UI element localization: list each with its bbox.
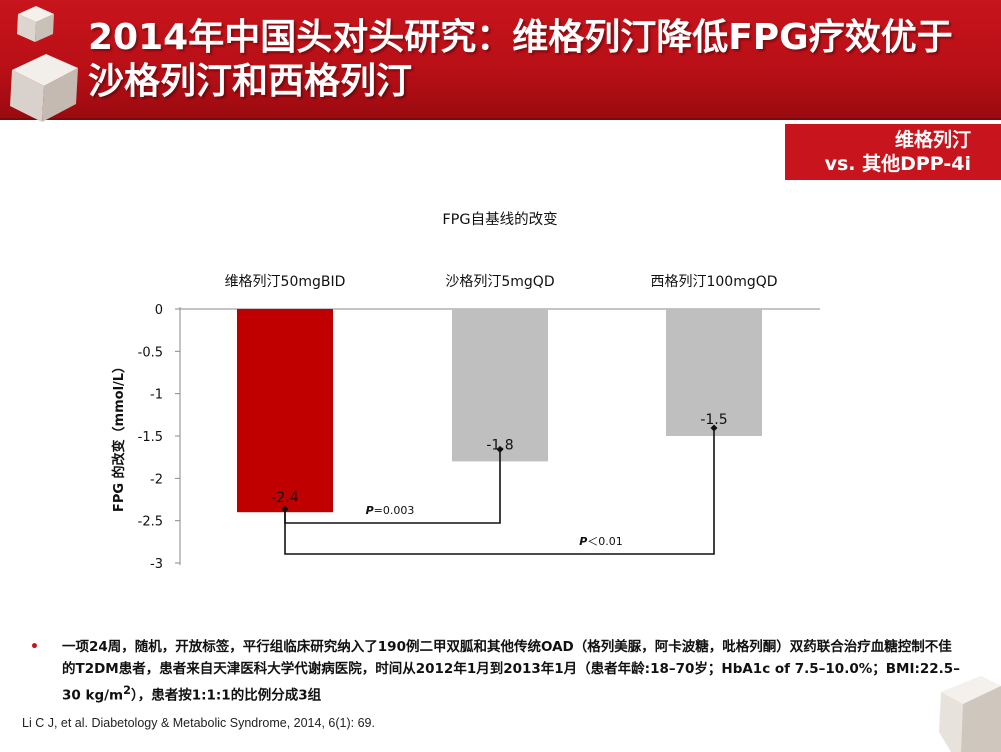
bar [452,309,548,462]
category-label: 西格列汀100mgQD [650,274,777,290]
bar-chart: FPG自基线的改变维格列汀50mgBID 沙格列汀5mgQD 西格列汀100mgQD… [0,190,1001,600]
p-value-label: P＜0.01 [579,535,623,548]
bullet-marker: • [30,639,39,655]
p-value-text: =0.003 [374,504,415,517]
p-value-text: ＜0.01 [587,535,623,548]
value-label: -1.5 [700,412,727,428]
footnote-superscript: 2 [123,684,131,697]
p-symbol: P [579,535,587,548]
p-value-label: P=0.003 [366,504,415,517]
citation: Li C J, et al. Diabetology & Metabolic S… [22,716,375,730]
y-tick-label: -1.5 [138,430,163,445]
bar [237,309,333,513]
header-divider [0,118,1001,120]
header-banner [0,0,1001,118]
cube-decoration-small [17,6,54,42]
tag-line-2: vs. 其他DPP-4i [824,153,971,175]
study-footnote: • 一项24周，随机，开放标签，平行组临床研究纳入了190例二甲双胍和其他传统O… [30,636,962,707]
y-axis-label: FPG 的改变（mmol/L） [111,360,127,512]
y-tick-label: -2.5 [138,515,163,530]
value-label: -1.8 [486,437,513,453]
chart-title: FPG自基线的改变 [442,211,557,228]
page-title: 2014年中国头对头研究：维格列汀降低FPG疗效优于沙格列汀和西格列汀 [88,17,953,102]
y-tick-label: -2 [150,472,163,487]
comparison-bracket [284,428,715,555]
corner-cube-decoration [939,676,1001,752]
bar [666,309,762,436]
cube-decoration-large [10,54,78,122]
footnote-text-1: 一项24周，随机，开放标签，平行组临床研究纳入了190例二甲双胍和其他传统OAD… [62,639,960,704]
y-tick-label: -3 [150,557,163,572]
comparison-tag: 维格列汀 vs. 其他DPP-4i [785,124,1001,180]
y-tick-label: -1 [150,388,163,403]
category-label: 沙格列汀5mgQD [445,274,554,290]
category-label: 维格列汀50mgBID [225,274,346,290]
y-tick-label: -0.5 [138,345,163,360]
value-label: -2.4 [271,490,298,506]
footnote-text-2: ），患者按1:1:1的比例分成3组 [130,687,322,704]
tag-line-1: 维格列汀 [894,129,971,151]
p-symbol: P [366,504,374,517]
y-tick-label: 0 [155,303,163,318]
